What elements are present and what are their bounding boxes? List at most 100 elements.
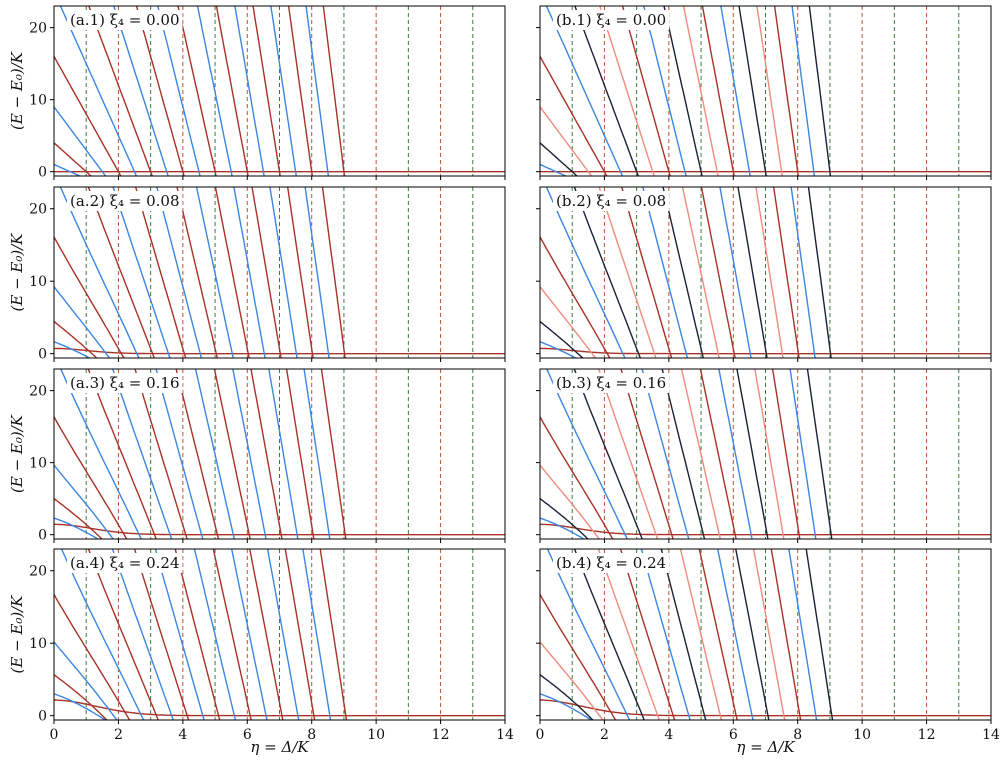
x-tick-label: 14 (496, 727, 514, 743)
y-tick-label: 10 (29, 274, 47, 290)
energy-level-14 (738, 6, 767, 176)
panel-7: 0 10 20 0 2 4 6 8 10 12 14 (a.4) ξ₄ = 0.24 (E − E₀)/… (8, 548, 514, 756)
panel-5: 0 10 20 (a.3) ξ₄ = 0.16 (E − E₀)/K (8, 368, 506, 544)
panel-2: (b.1) ξ₄ = 0.00 (536, 5, 992, 180)
energy-level-7 (598, 187, 657, 358)
energy-level-15 (270, 6, 297, 176)
panel-title-bg (67, 553, 183, 573)
energy-level-0 (540, 699, 991, 717)
energy-level-2 (540, 142, 579, 176)
energy-level-7 (113, 6, 169, 176)
y-tick-label: 0 (38, 347, 47, 363)
x-tick-label: 14 (982, 727, 1000, 743)
y-tick-label: 10 (29, 93, 47, 109)
energy-level-6 (573, 549, 645, 720)
panel-6: (b.3) ξ₄ = 0.16 (536, 368, 992, 543)
energy-level-7 (111, 549, 174, 720)
energy-level-6 (87, 549, 159, 720)
panel-title: (b.4) ξ₄ = 0.24 (556, 554, 666, 572)
energy-level-0 (54, 347, 505, 355)
panel-frame (539, 186, 992, 359)
y-tick-label: 10 (29, 456, 47, 472)
energy-level-5 (545, 369, 628, 539)
energy-level-14 (249, 549, 284, 720)
energy-level-5 (59, 369, 142, 539)
panel-4: (b.2) ξ₄ = 0.08 (536, 186, 992, 362)
panel-title-bg (67, 10, 183, 30)
panel-frame (53, 368, 506, 540)
energy-level-4 (540, 594, 617, 720)
energy-level-15 (752, 549, 786, 720)
x-tick-label: 4 (178, 727, 187, 743)
energy-level-5 (545, 187, 626, 358)
plot-area (54, 549, 505, 720)
energy-level-5 (59, 187, 140, 358)
energy-level-7 (599, 6, 655, 176)
energy-level-14 (252, 6, 281, 176)
energy-level-14 (251, 187, 282, 358)
y-tick-label: 10 (29, 636, 47, 652)
panel-title-bg (553, 10, 670, 30)
energy-level-15 (754, 369, 785, 539)
energy-level-14 (250, 369, 283, 539)
energy-level-4 (54, 594, 131, 720)
energy-level-15 (269, 187, 298, 358)
panel-title: (a.3) ξ₄ = 0.16 (70, 374, 180, 392)
panel-3: 0 10 20 (a.2) ξ₄ = 0.08 (E − E₀)/K (8, 186, 506, 363)
x-tick-label: 10 (853, 727, 871, 743)
panel-frame (53, 5, 506, 177)
energy-level-5 (59, 6, 138, 176)
x-tick-label: 8 (793, 727, 802, 743)
plot-area (54, 369, 505, 539)
panel-title: (a.2) ξ₄ = 0.08 (70, 192, 180, 210)
panel-frame (539, 368, 992, 540)
x-tick-label: 6 (729, 727, 738, 743)
y-tick-label: 0 (38, 528, 47, 544)
panel-frame (53, 548, 506, 721)
panel-title: (b.2) ξ₄ = 0.08 (556, 192, 666, 210)
y-tick-label: 0 (38, 709, 47, 725)
energy-level-7 (597, 549, 660, 720)
y-tick-label: 0 (38, 165, 47, 181)
panel-title-bg (67, 373, 183, 393)
energy-level-6 (573, 369, 643, 539)
energy-level-14 (735, 549, 770, 720)
panel-title-bg (553, 191, 670, 211)
energy-level-7 (112, 187, 171, 358)
panel-frame (539, 5, 992, 177)
energy-level-6 (88, 6, 154, 176)
panel-title: (b.3) ξ₄ = 0.16 (556, 374, 666, 392)
y-tick-label: 20 (29, 564, 47, 580)
x-axis-label: η = Δ/K (250, 738, 309, 756)
panel-8: 0 2 4 6 8 10 12 14 (b.4) ξ₄ = 0.24 η = Δ/K (536, 548, 1000, 756)
plot-area (540, 187, 991, 358)
plot-area (540, 549, 991, 720)
energy-level-5 (545, 6, 624, 176)
y-axis-label: (E − E₀)/K (8, 233, 26, 312)
y-axis-label: (E − E₀)/K (8, 414, 26, 493)
plot-area (54, 6, 505, 176)
x-tick-label: 0 (50, 727, 59, 743)
energy-level-7 (597, 369, 659, 539)
energy-level-6 (87, 187, 156, 358)
energy-level-5 (60, 549, 145, 720)
energy-level-6 (87, 369, 157, 539)
y-tick-label: 20 (29, 384, 47, 400)
energy-level-14 (736, 369, 769, 539)
panel-title: (b.1) ξ₄ = 0.00 (556, 11, 666, 29)
x-tick-label: 10 (367, 727, 385, 743)
x-tick-label: 8 (307, 727, 316, 743)
y-tick-label: 20 (29, 21, 47, 37)
energy-level-0 (54, 523, 505, 536)
panel-title: (a.4) ξ₄ = 0.24 (70, 554, 180, 572)
energy-level-15 (755, 187, 784, 358)
energy-level-15 (266, 549, 300, 720)
panel-frame (53, 186, 506, 359)
x-tick-label: 4 (664, 727, 673, 743)
x-tick-label: 2 (600, 727, 609, 743)
energy-level-15 (268, 369, 299, 539)
y-tick-label: 20 (29, 202, 47, 218)
panel-title-bg (67, 191, 183, 211)
x-tick-label: 12 (432, 727, 450, 743)
